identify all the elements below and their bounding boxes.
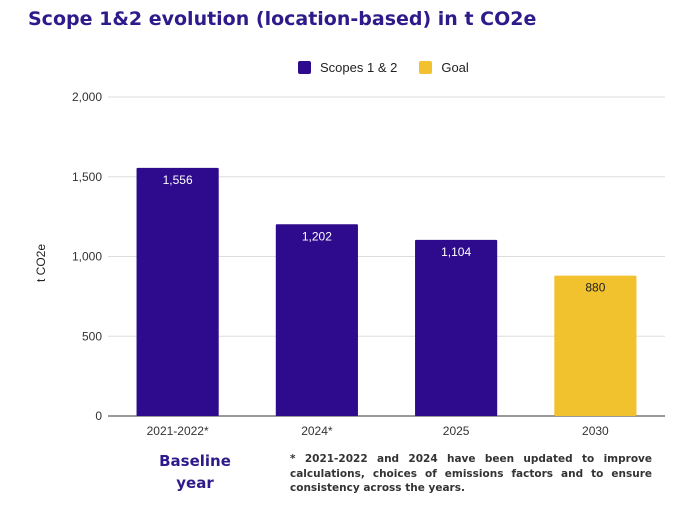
x-tick-label: 2030 (582, 424, 609, 438)
bar (275, 224, 358, 416)
y-tick-label: 1,000 (72, 250, 102, 264)
data-label: 1,556 (163, 173, 193, 187)
bar (136, 167, 219, 416)
chart-legend: Scopes 1 & 2 Goal (298, 60, 491, 75)
chart-title: Scope 1&2 evolution (location-based) in … (28, 8, 537, 30)
y-tick-label: 2,000 (72, 90, 102, 104)
x-tick-label: 2021-2022* (147, 424, 209, 438)
legend-swatch-scopes (298, 61, 311, 74)
data-label: 1,104 (441, 245, 471, 259)
bar (415, 239, 498, 416)
legend-item-goal: Goal (419, 60, 469, 75)
y-tick-label: 500 (82, 329, 102, 343)
x-tick-label: 2024* (301, 424, 333, 438)
x-tick-label: 2025 (443, 424, 470, 438)
footnote: * 2021-2022 and 2024 have been updated t… (290, 453, 652, 494)
baseline-year-label: Baseline year (159, 452, 231, 492)
legend-label-scopes: Scopes 1 & 2 (320, 60, 398, 75)
y-tick-label: 1,500 (72, 170, 102, 184)
y-axis-label: t CO2e (34, 244, 48, 282)
data-label: 880 (585, 281, 605, 295)
bar (554, 275, 637, 416)
data-label: 1,202 (302, 229, 332, 243)
legend-item-scopes: Scopes 1 & 2 (298, 60, 397, 75)
legend-label-goal: Goal (441, 60, 469, 75)
y-tick-label: 0 (95, 409, 102, 423)
legend-swatch-goal (419, 61, 433, 74)
